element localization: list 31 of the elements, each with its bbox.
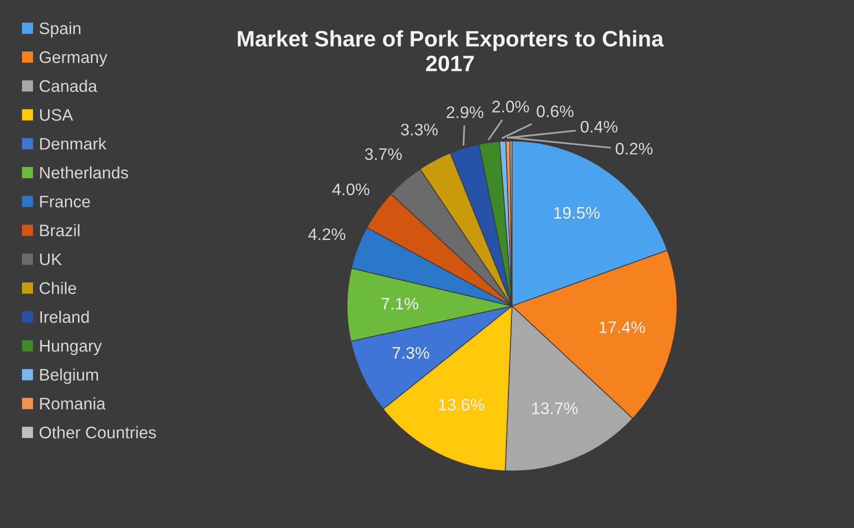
data-label: 3.3%	[400, 124, 438, 136]
legend-label: Ireland	[40, 310, 89, 323]
legend-label: Hungary	[40, 340, 102, 356]
text: Market Share of Pork Exporters to China 2017	[238, 30, 664, 72]
data-label: 2.9%	[446, 106, 484, 118]
data-label: 2.0%	[492, 100, 529, 112]
data-label: 7.3%	[392, 346, 430, 359]
legend-label: Canada	[40, 80, 98, 92]
legend-label: Other Countries	[40, 426, 156, 438]
legend-label: France	[40, 196, 90, 208]
data-label: 4.2%	[308, 228, 346, 240]
data-label: 19.5%	[554, 206, 600, 219]
data-label: 0.6%	[536, 105, 574, 118]
legend-label: Romania	[40, 397, 106, 410]
data-label: 0.2%	[616, 142, 652, 155]
legend-label: Netherlands	[40, 166, 128, 179]
legend-label: Germany	[40, 51, 108, 66]
legend-label: Chile	[40, 282, 76, 294]
data-label: 3.7%	[364, 148, 402, 160]
data-label: 0.4%	[580, 120, 618, 133]
legend-label: Belgium	[40, 368, 98, 384]
legend-label: Brazil	[40, 224, 80, 236]
data-label: 13.7%	[532, 402, 578, 414]
data-label: 4.0%	[332, 183, 370, 196]
data-label: 7.1%	[382, 298, 418, 310]
legend-label: UK	[40, 254, 62, 266]
legend-label: Denmark	[40, 137, 106, 150]
data-label: 17.4%	[600, 321, 645, 334]
legend-label: Spain	[40, 22, 80, 38]
data-label: 13.6%	[438, 398, 484, 411]
legend-label: USA	[40, 109, 74, 121]
